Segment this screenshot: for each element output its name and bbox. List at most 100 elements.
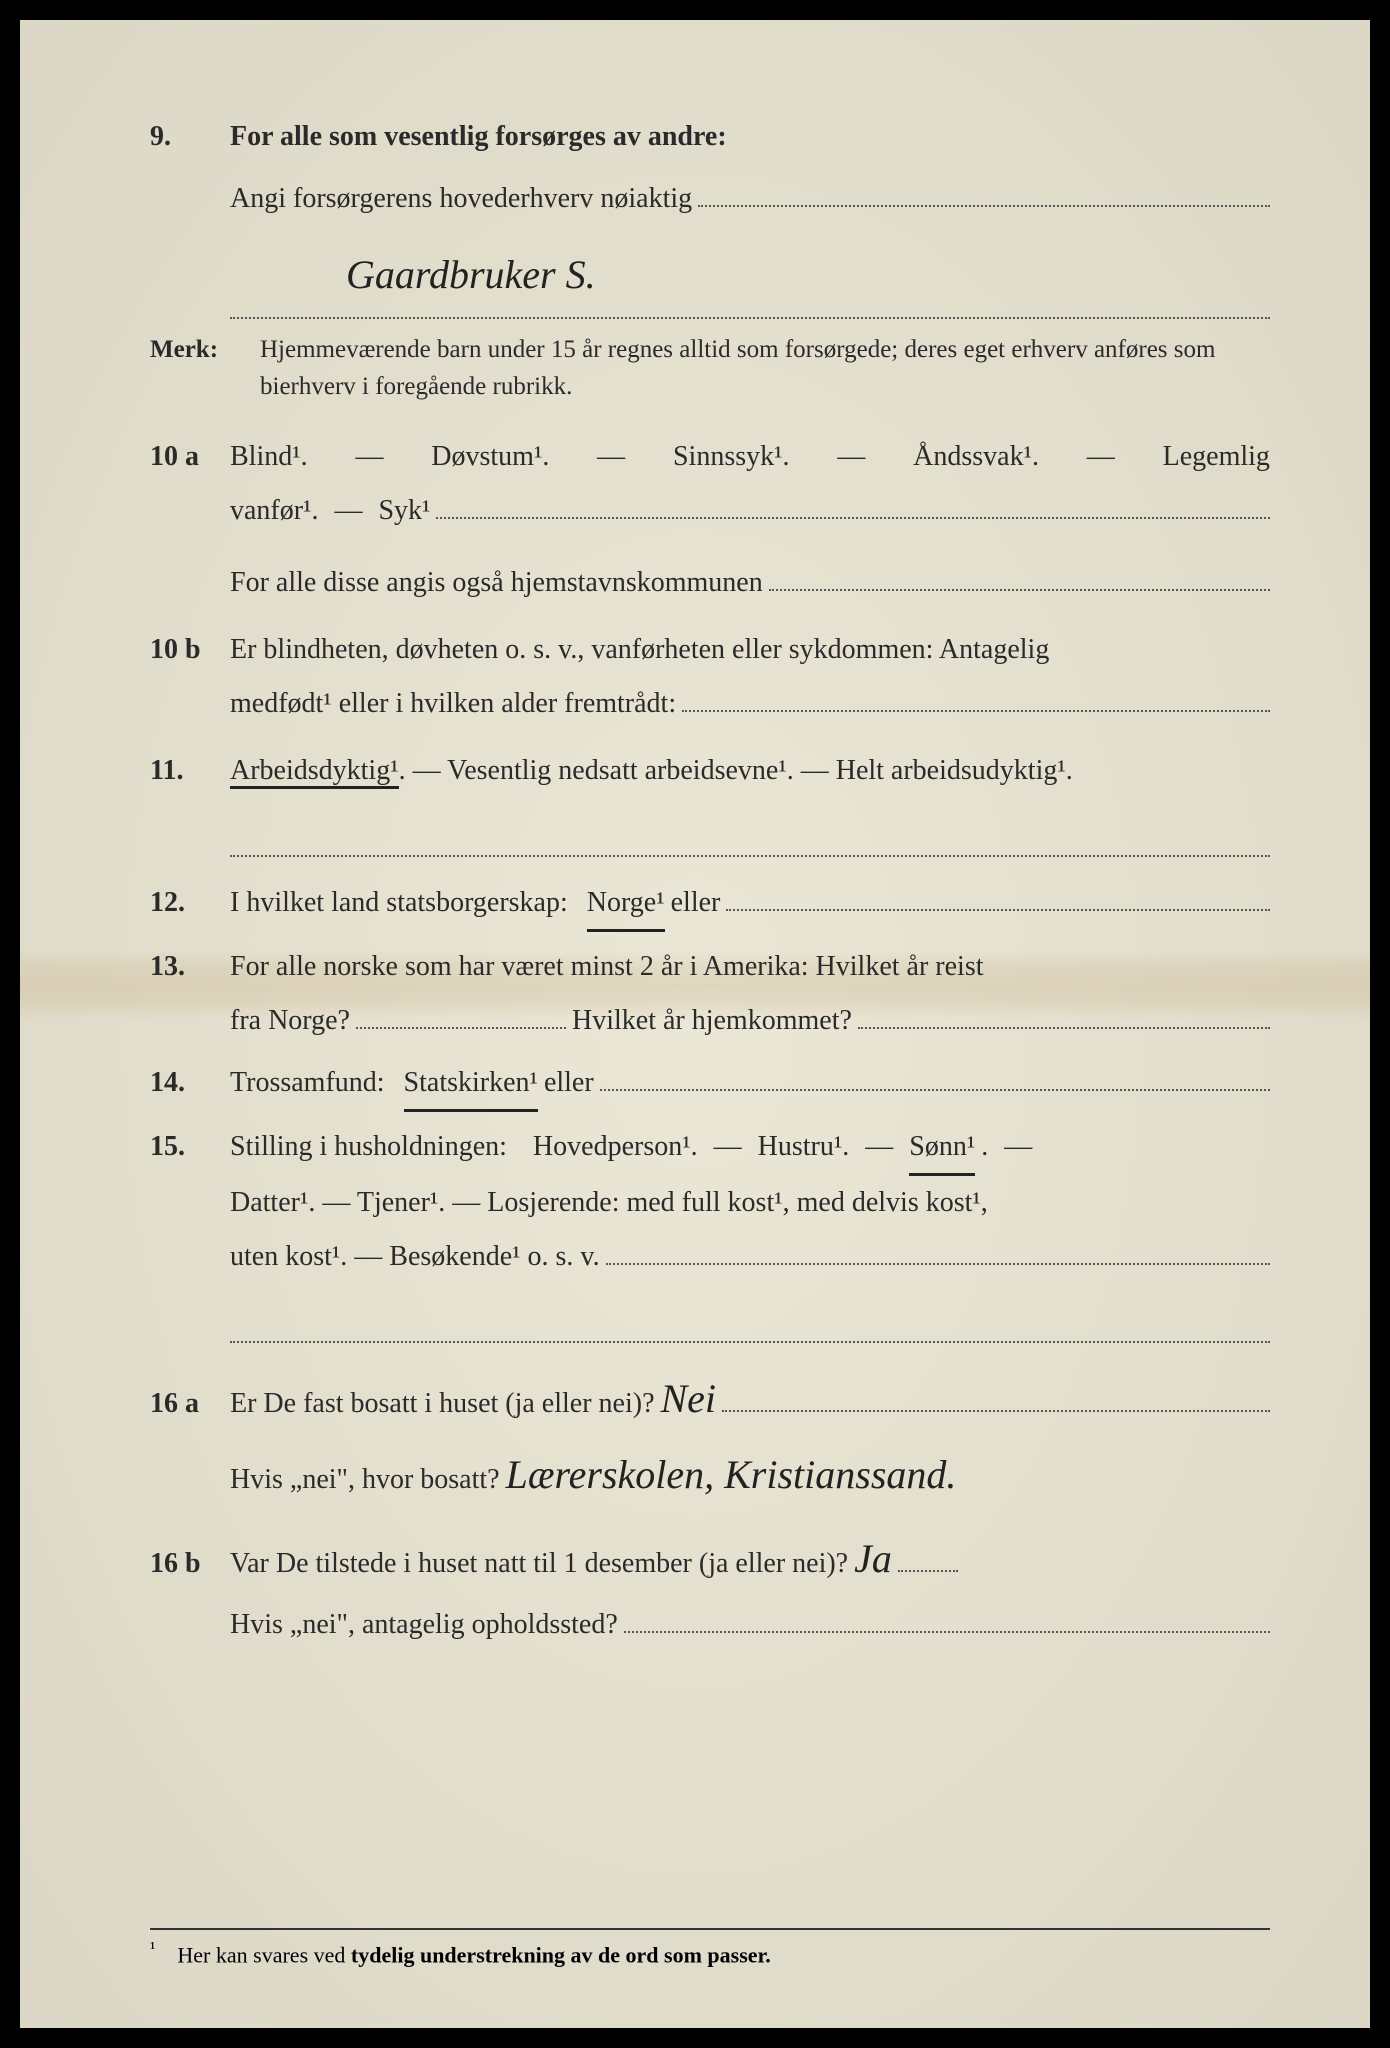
q12-row: 12. I hvilket land statsborgerskap: Norg… xyxy=(150,875,1270,932)
q16b-row: 16 b Var De tilstede i huset natt til 1 … xyxy=(150,1521,1270,1651)
dash: — xyxy=(837,430,865,483)
q11-blank-line xyxy=(230,805,1270,857)
dash: — xyxy=(714,1120,742,1173)
q15-opt: Hustru¹. xyxy=(758,1120,850,1173)
q15-line3-text: uten kost¹. — Besøkende¹ o. s. v. xyxy=(230,1230,600,1283)
q10b-number: 10 b xyxy=(150,623,230,676)
dotted-fill xyxy=(600,1055,1270,1091)
q12-body: I hvilket land statsborgerskap: Norge¹ e… xyxy=(230,875,1270,932)
q10b-text1: Er blindheten, døvheten o. s. v., vanfør… xyxy=(230,623,1270,676)
dotted-fill xyxy=(722,1377,1270,1413)
q16a-q2: Hvis „nei", hvor bosatt? xyxy=(230,1453,500,1506)
dash: — xyxy=(334,484,362,537)
q13-number: 13. xyxy=(150,940,230,993)
footnote-pre: Her kan svares ved xyxy=(177,1942,351,1967)
q10a-vanfor: vanfør¹. xyxy=(230,484,318,537)
q16a-line1: Er De fast bosatt i huset (ja eller nei)… xyxy=(230,1361,1270,1437)
q16b-line2: Hvis „nei", antagelig opholdssted? xyxy=(230,1597,1270,1651)
q16b-q1: Var De tilstede i huset natt til 1 desem… xyxy=(230,1537,848,1590)
footnote-bold: tydelig understrekning av de ord som pas… xyxy=(351,1942,771,1967)
q13-line2: fra Norge? Hvilket år hjemkommet? xyxy=(230,993,1270,1047)
q14-row: 14. Trossamfund: Statskirken¹ eller xyxy=(150,1055,1270,1112)
q10a-body: Blind¹. — Døvstum¹. — Sinnssyk¹. — Åndss… xyxy=(230,430,1270,609)
dash: — xyxy=(1004,1120,1032,1173)
q11-rest: . — Vesentlig nedsatt arbeidsevne¹. — He… xyxy=(399,755,1073,786)
q10a-line3-text: For alle disse angis også hjemstavnskomm… xyxy=(230,556,763,609)
q10a-opt: Åndssvak¹. xyxy=(913,430,1039,483)
q16a-body: Er De fast bosatt i huset (ja eller nei)… xyxy=(230,1361,1270,1513)
q10a-syk: Syk¹ xyxy=(378,484,430,537)
q10a-line2: vanfør¹. — Syk¹ xyxy=(230,483,1270,537)
q9-title: For alle som vesentlig forsørges av andr… xyxy=(230,110,1270,163)
q10a-opt: Sinnssyk¹. xyxy=(673,430,790,483)
q11-number: 11. xyxy=(150,744,230,797)
q10a-line3: For alle disse angis også hjemstavnskomm… xyxy=(230,555,1270,609)
q13-text2a: fra Norge? xyxy=(230,994,350,1047)
dotted-fill xyxy=(606,1229,1270,1265)
dash: — xyxy=(1087,430,1115,483)
q15-opt: Hovedperson¹. xyxy=(533,1120,698,1173)
q9-answer-line: Gaardbruker S. xyxy=(230,237,1270,319)
dash: — xyxy=(597,430,625,483)
q9-handwritten-answer: Gaardbruker S. xyxy=(346,237,596,313)
q15-row: 15. Stilling i husholdningen: Hovedperso… xyxy=(150,1120,1270,1283)
q16b-ans1-handwritten: Ja xyxy=(854,1521,892,1597)
q12-post: eller xyxy=(671,876,721,929)
q10b-text2: medfødt¹ eller i hvilken alder fremtrådt… xyxy=(230,677,676,730)
dotted-fill xyxy=(726,875,1270,911)
q16a-number: 16 a xyxy=(150,1377,230,1430)
dotted-fill xyxy=(698,171,1270,207)
q11-row: 11. Arbeidsdyktig¹. — Vesentlig nedsatt … xyxy=(150,744,1270,797)
q12-pre: I hvilket land statsborgerskap: xyxy=(230,876,568,929)
q14-number: 14. xyxy=(150,1056,230,1109)
q14-pre: Trossamfund: xyxy=(230,1056,385,1109)
q10b-body: Er blindheten, døvheten o. s. v., vanfør… xyxy=(230,623,1270,730)
q12-number: 12. xyxy=(150,876,230,929)
q15-pre: Stilling i husholdningen: xyxy=(230,1120,507,1173)
q11-body: Arbeidsdyktig¹. — Vesentlig nedsatt arbe… xyxy=(230,744,1270,797)
q15-line3: uten kost¹. — Besøkende¹ o. s. v. xyxy=(230,1229,1270,1283)
footnote-marker: ¹ xyxy=(150,1938,155,1958)
document-page: 9. For alle som vesentlig forsørges av a… xyxy=(0,0,1390,2048)
q12-norge-underlined: Norge¹ xyxy=(587,876,665,932)
dotted-fill xyxy=(682,676,1270,712)
q15-body: Stilling i husholdningen: Hovedperson¹. … xyxy=(230,1120,1270,1283)
q10a-opt: Døvstum¹. xyxy=(431,430,549,483)
q15-line2: Datter¹. — Tjener¹. — Losjerende: med fu… xyxy=(230,1176,1270,1229)
q9-title-row: 9. For alle som vesentlig forsørges av a… xyxy=(150,110,1270,163)
q16b-line1: Var De tilstede i huset natt til 1 desem… xyxy=(230,1521,1270,1597)
q13-body: For alle norske som har været minst 2 år… xyxy=(230,940,1270,1047)
merk-text: Hjemmeværende barn under 15 år regnes al… xyxy=(260,331,1270,406)
q9-line1: Angi forsørgerens hovederhverv nøiaktig xyxy=(230,171,1270,225)
content-area: 9. For alle som vesentlig forsørges av a… xyxy=(150,110,1270,1651)
q16a-ans2-handwritten: Lærerskolen, Kristianssand. xyxy=(506,1437,957,1513)
q11-underlined: Arbeidsdyktig¹ xyxy=(230,755,399,789)
dotted-fill xyxy=(624,1597,1270,1633)
dash: — xyxy=(865,1120,893,1173)
q16a-ans1-handwritten: Nei xyxy=(661,1361,717,1437)
q10a-number: 10 a xyxy=(150,430,230,483)
q10b-row: 10 b Er blindheten, døvheten o. s. v., v… xyxy=(150,623,1270,730)
dotted-fill xyxy=(436,483,1270,519)
q10a-row: 10 a Blind¹. — Døvstum¹. — Sinnssyk¹. — … xyxy=(150,430,1270,609)
q16b-q2: Hvis „nei", antagelig opholdssted? xyxy=(230,1598,618,1651)
q14-post: eller xyxy=(544,1056,594,1109)
dash: — xyxy=(355,430,383,483)
merk-label: Merk: xyxy=(150,331,260,406)
dotted-fill xyxy=(898,1537,958,1573)
q16a-row: 16 a Er De fast bosatt i huset (ja eller… xyxy=(150,1361,1270,1513)
dotted-fill xyxy=(769,555,1270,591)
dotted-fill xyxy=(356,993,566,1029)
q13-row: 13. For alle norske som har været minst … xyxy=(150,940,1270,1047)
q10b-line2: medfødt¹ eller i hvilken alder fremtrådt… xyxy=(230,676,1270,730)
q14-statskirken-underlined: Statskirken¹ xyxy=(404,1056,538,1112)
footnote-inner: ¹ Her kan svares ved tydelig understrekn… xyxy=(150,1938,934,1968)
q10a-opt: Blind¹. xyxy=(230,430,308,483)
q15-sonn-underlined: Sønn¹ xyxy=(909,1120,975,1176)
q10a-options-line1: Blind¹. — Døvstum¹. — Sinnssyk¹. — Åndss… xyxy=(230,430,1270,483)
q13-text2b: Hvilket år hjemkommet? xyxy=(572,994,852,1047)
q15-blank-line xyxy=(230,1291,1270,1343)
q15-number: 15. xyxy=(150,1120,230,1173)
q9-number: 9. xyxy=(150,110,230,163)
q16a-q1: Er De fast bosatt i huset (ja eller nei)… xyxy=(230,1377,655,1430)
